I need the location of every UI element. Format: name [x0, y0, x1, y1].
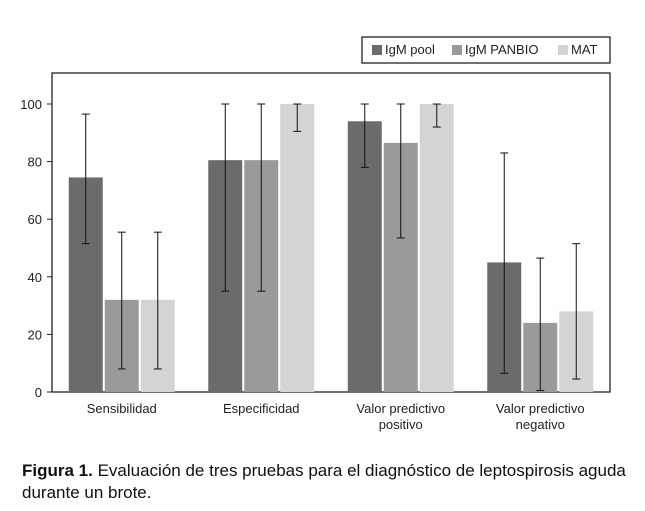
legend-swatch-1: [452, 45, 462, 55]
legend-label-1: IgM PANBIO: [465, 42, 538, 57]
legend-box: [361, 36, 611, 64]
category-label-3-0: Valor predictivo: [496, 401, 585, 416]
y-tick-label-100: 100: [20, 97, 42, 112]
bar-2-2: [419, 104, 454, 392]
y-tick-label-20: 20: [28, 327, 42, 342]
category-label-3-1: negativo: [516, 417, 565, 432]
y-tick-label-40: 40: [28, 270, 42, 285]
category-label-1-0: Especificidad: [223, 401, 300, 416]
category-label-2-1: positivo: [379, 417, 423, 432]
plot-frame: [51, 72, 611, 393]
y-tick-label-0: 0: [35, 385, 42, 400]
bar-2-1: [280, 104, 315, 392]
category-label-2-0: Valor predictivo: [356, 401, 445, 416]
legend-label-2: MAT: [571, 42, 598, 57]
legend-swatch-0: [372, 45, 382, 55]
caption-label: Figura 1.: [22, 461, 93, 480]
legend-label-0: IgM pool: [385, 42, 435, 57]
bar-chart: 0 20 40 60 80 100 Sensibilidad Especificidad Val…: [20, 36, 611, 432]
y-tick-label-80: 80: [28, 155, 42, 170]
y-tick-label-60: 60: [28, 212, 42, 227]
caption-text: Evaluación de tres pruebas para el diagn…: [22, 461, 626, 502]
category-label-0-0: Sensibilidad: [87, 401, 157, 416]
figure-caption: Figura 1. Evaluación de tres pruebas par…: [22, 460, 632, 504]
legend-swatch-2: [558, 45, 568, 55]
